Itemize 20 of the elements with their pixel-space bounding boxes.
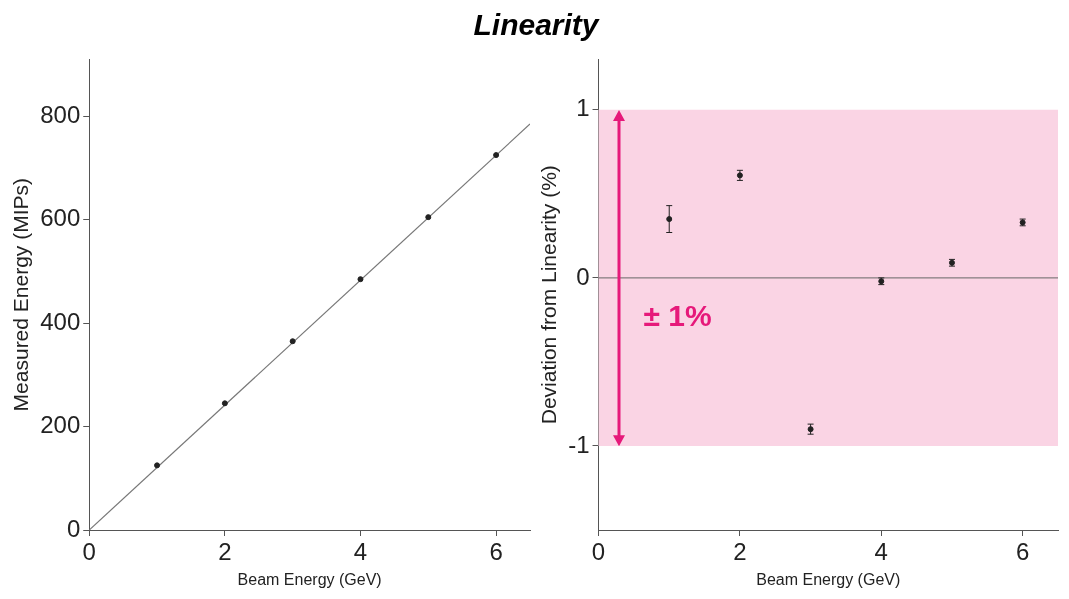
y-tick-label: 600 <box>40 204 81 232</box>
y-tick-label: 1 <box>576 94 590 122</box>
x-tick-label: 6 <box>1015 538 1030 566</box>
y-tick-label: 800 <box>40 100 81 128</box>
y-tick-label: 400 <box>40 307 81 335</box>
x-axis-title: Beam Energy (GeV) <box>237 570 382 588</box>
chart-title: Linearity <box>472 8 601 42</box>
x-axis-title: Beam Energy (GeV) <box>756 570 901 588</box>
x-tick-label: 6 <box>489 538 503 566</box>
y-axis-title: Measured Energy (MIPs) <box>9 177 33 412</box>
x-tick-label: 4 <box>353 538 368 566</box>
x-tick-label: 2 <box>218 538 232 566</box>
y-tick-label: 0 <box>576 262 590 290</box>
y-tick-label: 200 <box>40 411 81 439</box>
x-tick-label: 4 <box>874 538 888 566</box>
annotation: ± 1% <box>643 299 712 333</box>
y-tick-label: -1 <box>568 430 590 458</box>
y-axis-title: Deviation from Linearity (%) <box>537 165 561 425</box>
y-tick-label: 0 <box>66 514 81 542</box>
x-tick-label: 2 <box>733 538 747 566</box>
